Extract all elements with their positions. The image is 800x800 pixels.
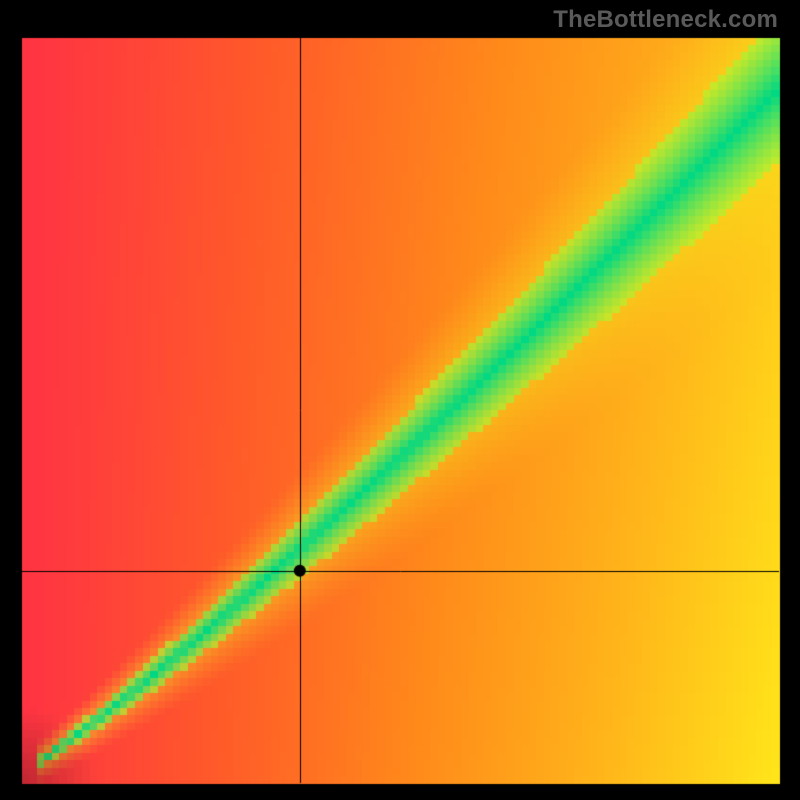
bottleneck-heatmap [0, 0, 800, 800]
watermark-text: TheBottleneck.com [553, 6, 778, 34]
